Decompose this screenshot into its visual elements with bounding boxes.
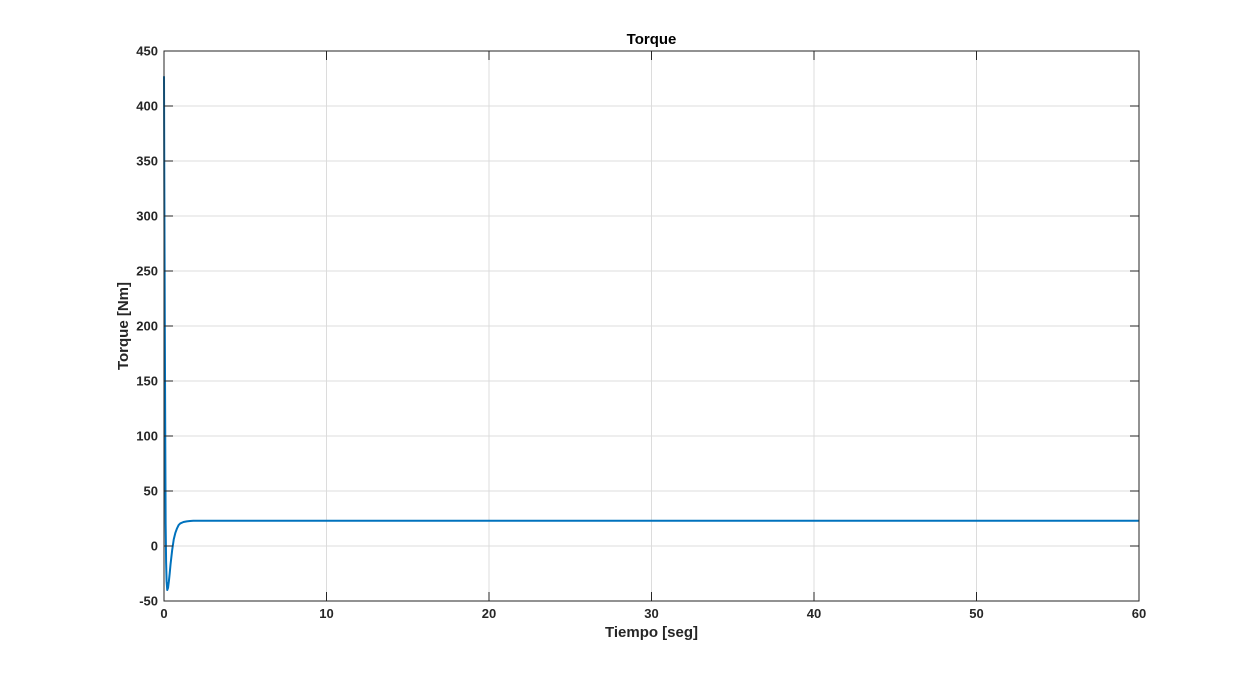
series-line-torque	[163, 76, 1139, 591]
y-tick-labels: -50 0 50 100 150 200 250 300 350 400 450	[136, 44, 158, 609]
x-tick-label: 30	[644, 606, 658, 621]
y-axis-label: Torque [Nm]	[115, 282, 132, 370]
y-tick-label: -50	[139, 594, 158, 609]
y-tick-label: 350	[136, 154, 158, 169]
x-tick-labels: 0 10 20 30 40 50 60	[160, 606, 1146, 621]
x-tick-label: 10	[319, 606, 333, 621]
x-tick-label: 40	[807, 606, 821, 621]
y-tick-label: 400	[136, 99, 158, 114]
y-tick-label: 100	[136, 429, 158, 444]
y-tick-label: 450	[136, 44, 158, 59]
y-tick-label: 150	[136, 374, 158, 389]
y-tick-label: 200	[136, 319, 158, 334]
y-tick-label: 250	[136, 264, 158, 279]
chart-title: Torque	[627, 31, 677, 48]
y-tick-label: 0	[151, 539, 158, 554]
x-tick-label: 60	[1132, 606, 1146, 621]
x-axis-label: Tiempo [seg]	[605, 624, 698, 641]
grid	[164, 51, 1139, 601]
y-tick-label: 50	[144, 484, 158, 499]
series-layer	[163, 76, 1139, 591]
x-tick-label: 50	[969, 606, 983, 621]
axis-ticks	[163, 50, 1140, 602]
y-tick-label: 300	[136, 209, 158, 224]
x-tick-label: 20	[482, 606, 496, 621]
x-tick-label: 0	[160, 606, 167, 621]
